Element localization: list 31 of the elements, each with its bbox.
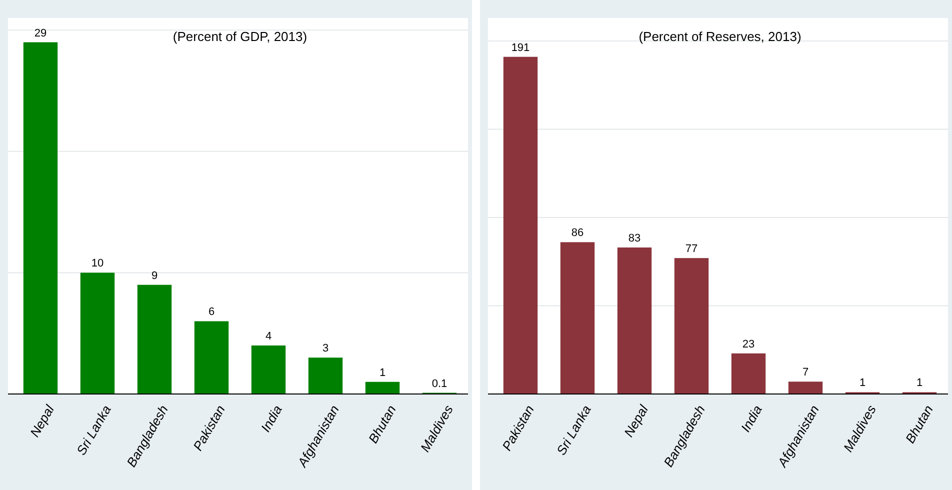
bar: [23, 42, 58, 394]
data-label: 3: [322, 342, 329, 355]
data-label: 23: [742, 338, 755, 350]
data-label: 6: [208, 306, 215, 318]
data-label: 83: [628, 232, 641, 244]
data-label: 1: [859, 377, 866, 390]
bar: [617, 247, 652, 394]
text: (Percent of Reserves, 2013): [638, 29, 802, 44]
bar: [251, 345, 286, 394]
data-label: 86: [571, 227, 584, 240]
bar: [731, 353, 766, 394]
data-label: 1: [916, 377, 923, 390]
bar: [788, 382, 823, 394]
bar: [308, 358, 343, 394]
data-label: 7: [802, 366, 809, 379]
data-label: 0.1: [432, 378, 448, 390]
data-label: 10: [91, 258, 104, 270]
bar: [80, 272, 115, 394]
bar: [503, 56, 538, 394]
bar: [560, 242, 595, 394]
bar: [137, 284, 172, 394]
data-label: 4: [265, 330, 272, 342]
data-label: 77: [685, 243, 698, 256]
bar: [674, 258, 709, 394]
text: (Percent of GDP, 2013): [172, 29, 308, 44]
data-label: 1: [379, 366, 386, 379]
data-label: 191: [511, 42, 530, 54]
data-label: 9: [151, 270, 158, 282]
data-label: 29: [34, 27, 47, 40]
bar: [365, 382, 400, 394]
bar: [194, 321, 229, 394]
